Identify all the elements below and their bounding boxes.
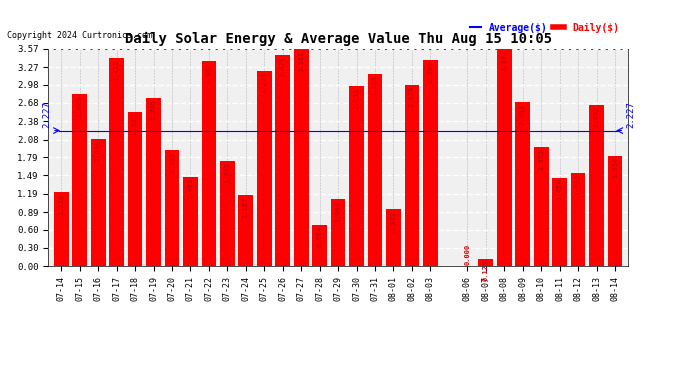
- Text: 1.953: 1.953: [538, 148, 544, 170]
- Bar: [220, 160, 235, 266]
- Bar: [183, 177, 198, 266]
- Text: 3.411: 3.411: [114, 60, 119, 81]
- Bar: [534, 147, 549, 266]
- Text: 3.390: 3.390: [427, 61, 433, 82]
- Bar: [331, 200, 346, 266]
- Bar: [257, 70, 272, 266]
- Bar: [349, 87, 364, 266]
- Text: 1.098: 1.098: [335, 201, 341, 222]
- Text: 2.652: 2.652: [593, 106, 600, 127]
- Text: 3.562: 3.562: [298, 51, 304, 72]
- Bar: [128, 112, 142, 266]
- Bar: [423, 60, 437, 266]
- Text: 1.469: 1.469: [188, 178, 193, 199]
- Bar: [404, 85, 420, 266]
- Bar: [497, 49, 511, 266]
- Bar: [608, 156, 622, 266]
- Bar: [165, 150, 179, 266]
- Text: Copyright 2024 Curtronics.com: Copyright 2024 Curtronics.com: [7, 30, 152, 39]
- Bar: [72, 94, 87, 266]
- Bar: [515, 102, 530, 266]
- Text: 1.814: 1.814: [612, 157, 618, 178]
- Text: 2.979: 2.979: [409, 86, 415, 107]
- Bar: [571, 173, 585, 266]
- Text: 2.095: 2.095: [95, 140, 101, 161]
- Bar: [146, 98, 161, 266]
- Text: 2.227: 2.227: [626, 101, 635, 128]
- Bar: [368, 74, 382, 266]
- Text: 1.167: 1.167: [243, 196, 249, 217]
- Text: 1.903: 1.903: [169, 152, 175, 173]
- Text: 2.765: 2.765: [150, 99, 157, 120]
- Bar: [54, 192, 68, 266]
- Title: Daily Solar Energy & Average Value Thu Aug 15 10:05: Daily Solar Energy & Average Value Thu A…: [124, 32, 552, 46]
- Text: 3.362: 3.362: [206, 63, 212, 84]
- Text: 2.227: 2.227: [42, 101, 51, 128]
- Text: 0.932: 0.932: [391, 211, 397, 232]
- Bar: [201, 62, 216, 266]
- Text: 2.692: 2.692: [520, 104, 526, 125]
- Bar: [478, 259, 493, 266]
- Text: 2.532: 2.532: [132, 113, 138, 135]
- Text: 3.475: 3.475: [279, 56, 286, 77]
- Text: 1.532: 1.532: [575, 174, 581, 195]
- Text: 1.216: 1.216: [58, 194, 64, 214]
- Text: 3.161: 3.161: [372, 75, 378, 96]
- Bar: [275, 54, 290, 266]
- Text: 2.825: 2.825: [77, 95, 83, 117]
- Text: 2.951: 2.951: [353, 88, 359, 109]
- Bar: [589, 105, 604, 266]
- Text: 0.684: 0.684: [317, 226, 323, 247]
- Bar: [386, 210, 401, 266]
- Bar: [109, 58, 124, 266]
- Text: 1.733: 1.733: [224, 162, 230, 183]
- Text: 3.210: 3.210: [262, 72, 267, 93]
- Bar: [294, 49, 308, 266]
- Bar: [91, 139, 106, 266]
- Legend: Average($), Daily($): Average($), Daily($): [466, 19, 623, 37]
- Text: 3.571: 3.571: [501, 50, 507, 71]
- Text: 1.454: 1.454: [557, 179, 562, 200]
- Text: 0.125: 0.125: [483, 260, 489, 281]
- Text: 0.000: 0.000: [464, 244, 471, 265]
- Bar: [313, 225, 327, 266]
- Bar: [552, 178, 567, 266]
- Bar: [239, 195, 253, 266]
